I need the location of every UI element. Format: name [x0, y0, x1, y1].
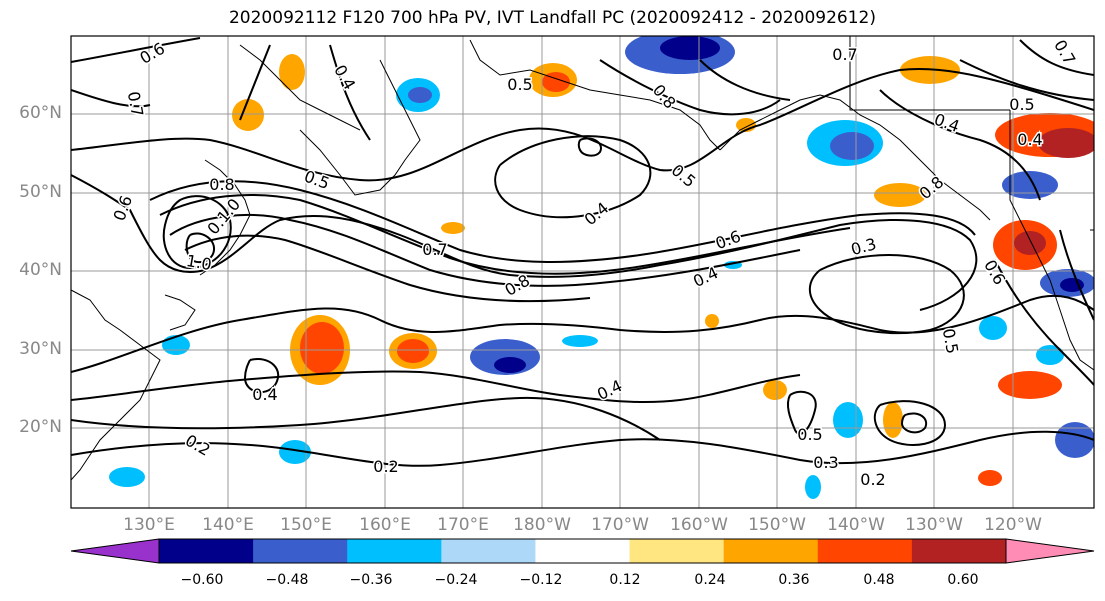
colorbar-tick-label: 0.36	[778, 572, 810, 588]
neg-anomaly-blob	[1036, 345, 1064, 365]
neg-anomaly-blob	[162, 335, 190, 355]
map-title: 2020092112 F120 700 hPa PV, IVT Landfall…	[228, 8, 876, 28]
pos-anomaly-blob	[300, 322, 344, 374]
contour-label: 0.7	[832, 45, 857, 64]
pos-anomaly-blob	[232, 99, 264, 131]
colorbar-segment	[347, 539, 442, 563]
lat-label: 40°N	[19, 260, 62, 280]
pos-anomaly-blob	[998, 371, 1062, 399]
contour-label: 0.5	[1009, 95, 1034, 114]
pos-anomaly-blob	[978, 470, 1002, 486]
pos-anomaly-blob	[397, 339, 429, 363]
contour-label: 0.7	[124, 90, 147, 118]
colorbar-tick-label: −0.48	[265, 572, 309, 588]
colorbar-tick-label: 0.60	[947, 572, 979, 588]
pos-anomaly-blob	[883, 402, 903, 438]
colorbar-segment	[911, 539, 1007, 563]
neg-anomaly-blob	[830, 132, 874, 160]
lat-label: 60°N	[19, 103, 62, 123]
pos-anomaly-blob	[705, 314, 719, 328]
colorbar	[70, 538, 1095, 564]
pos-anomaly-blob	[279, 54, 305, 90]
neg-anomaly-blob	[1055, 422, 1094, 458]
colorbar-segment	[817, 539, 913, 563]
lon-label: 150°E	[280, 515, 332, 535]
lon-label: 140°W	[827, 515, 885, 535]
pos-anomaly-blob	[763, 380, 787, 400]
lon-label: 150°W	[748, 515, 806, 535]
contour-label: 0.4	[1017, 130, 1042, 149]
contour-label: 0.5	[507, 75, 532, 94]
neg-anomaly-blob	[408, 87, 432, 103]
lon-label: 160°W	[670, 515, 728, 535]
colorbar-tick-label: −0.24	[434, 572, 478, 588]
lon-label: 130°E	[123, 515, 175, 535]
colorbar-tick-label: −0.36	[349, 572, 393, 588]
contour-label: 0.4	[252, 385, 277, 404]
pos-anomaly-blob	[874, 183, 926, 207]
lon-label: 170°E	[437, 515, 489, 535]
neg-anomaly-blob	[109, 467, 145, 487]
colorbar-tick-label: −0.12	[519, 572, 563, 588]
colorbar-segment	[441, 539, 536, 563]
contour-label: 0.5	[797, 425, 822, 444]
colorbar-segment	[723, 539, 819, 563]
lon-label: 120°W	[984, 515, 1042, 535]
colorbar-tick-label: −0.60	[180, 572, 224, 588]
contour-label: 0.2	[373, 457, 398, 476]
neg-anomaly-blob	[279, 440, 311, 464]
neg-anomaly-blob	[833, 402, 863, 438]
colorbar-segment	[629, 539, 725, 563]
lon-label: 170°W	[591, 515, 649, 535]
contour-label: 0.7	[422, 240, 447, 259]
neg-anomaly-blob	[1002, 171, 1058, 199]
pos-anomaly-blob	[441, 222, 465, 234]
lat-label: 20°N	[19, 417, 62, 437]
colorbar-extend-max	[1006, 539, 1094, 563]
colorbar-tick-label: 0.12	[609, 572, 641, 588]
graticule	[71, 36, 1094, 508]
colorbar-segment	[253, 539, 348, 563]
pv-contours	[71, 37, 1094, 467]
pos-anomaly-blob	[1038, 128, 1094, 158]
lon-label: 140°E	[202, 515, 254, 535]
colorbar-segment	[159, 539, 254, 563]
neg-anomaly-blob	[979, 316, 1007, 340]
neg-anomaly-blob	[562, 335, 598, 347]
coastlines	[71, 36, 1094, 481]
colorbar-tick-label: 0.48	[863, 572, 895, 588]
neg-anomaly-blob	[494, 357, 526, 373]
contour-label: 0.2	[860, 470, 885, 489]
colorbar-segment	[535, 539, 631, 563]
lon-label: 180°W	[513, 515, 571, 535]
lat-label: 30°N	[19, 339, 62, 359]
colorbar-tick-label: 0.24	[694, 572, 726, 588]
pv-shading	[109, 36, 1094, 499]
map-frame	[70, 35, 1095, 509]
pos-anomaly-blob	[1014, 231, 1046, 255]
lon-label: 160°E	[359, 515, 411, 535]
neg-anomaly-blob	[805, 475, 821, 499]
contour-label: 0.3	[813, 453, 838, 472]
colorbar-extend-min	[71, 539, 159, 563]
lat-label: 50°N	[19, 182, 62, 202]
pos-anomaly-blob	[542, 72, 570, 92]
contour-label: 0.8	[209, 175, 234, 194]
neg-anomaly-blob	[660, 36, 720, 60]
lon-label: 130°W	[905, 515, 963, 535]
